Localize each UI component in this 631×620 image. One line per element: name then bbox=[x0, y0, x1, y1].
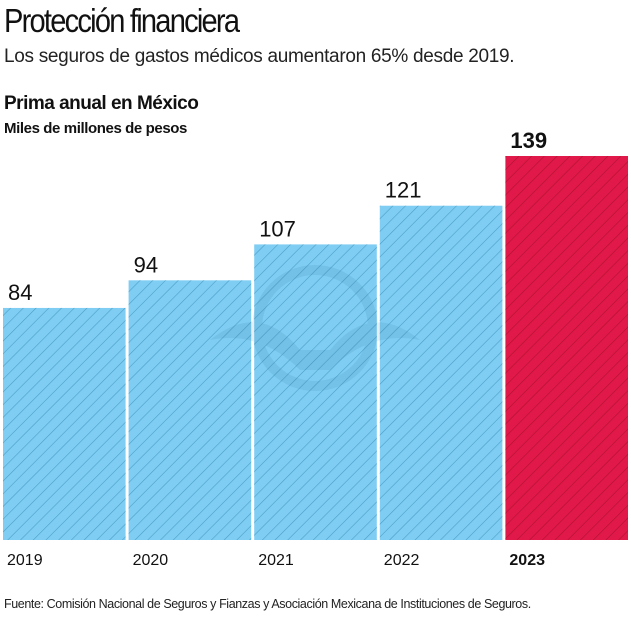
source-note: Fuente: Comisión Nacional de Seguros y F… bbox=[4, 597, 531, 611]
value-label-2023: 139 bbox=[510, 128, 547, 153]
bar-hatch bbox=[3, 307, 126, 540]
category-label-2022: 2022 bbox=[384, 552, 420, 569]
bar-hatch bbox=[505, 156, 628, 540]
bar-2022 bbox=[379, 205, 503, 540]
bar-hatch bbox=[254, 244, 377, 540]
value-label-2021: 107 bbox=[259, 216, 296, 241]
bar-2021 bbox=[254, 244, 377, 540]
category-label-2023: 2023 bbox=[509, 552, 545, 569]
category-label-2021: 2021 bbox=[258, 552, 294, 569]
page-subtitle: Los seguros de gastos médicos aumentaron… bbox=[4, 46, 515, 67]
bar-2020 bbox=[128, 280, 252, 540]
value-label-2020: 94 bbox=[134, 252, 158, 277]
bar-hatch bbox=[128, 280, 252, 540]
value-label-2019: 84 bbox=[8, 280, 32, 305]
chart-title: Prima anual en México bbox=[4, 93, 199, 114]
bar-2023 bbox=[505, 156, 628, 540]
page-title: Protección financiera bbox=[4, 2, 240, 39]
value-label-2022: 121 bbox=[385, 178, 422, 203]
watermark-emblem bbox=[210, 265, 420, 391]
category-label-2019: 2019 bbox=[7, 552, 43, 569]
category-label-2020: 2020 bbox=[133, 552, 169, 569]
chart-unit-label: Miles de millones de pesos bbox=[4, 120, 187, 137]
bar-hatch bbox=[379, 205, 503, 540]
bar-2019 bbox=[3, 307, 126, 540]
